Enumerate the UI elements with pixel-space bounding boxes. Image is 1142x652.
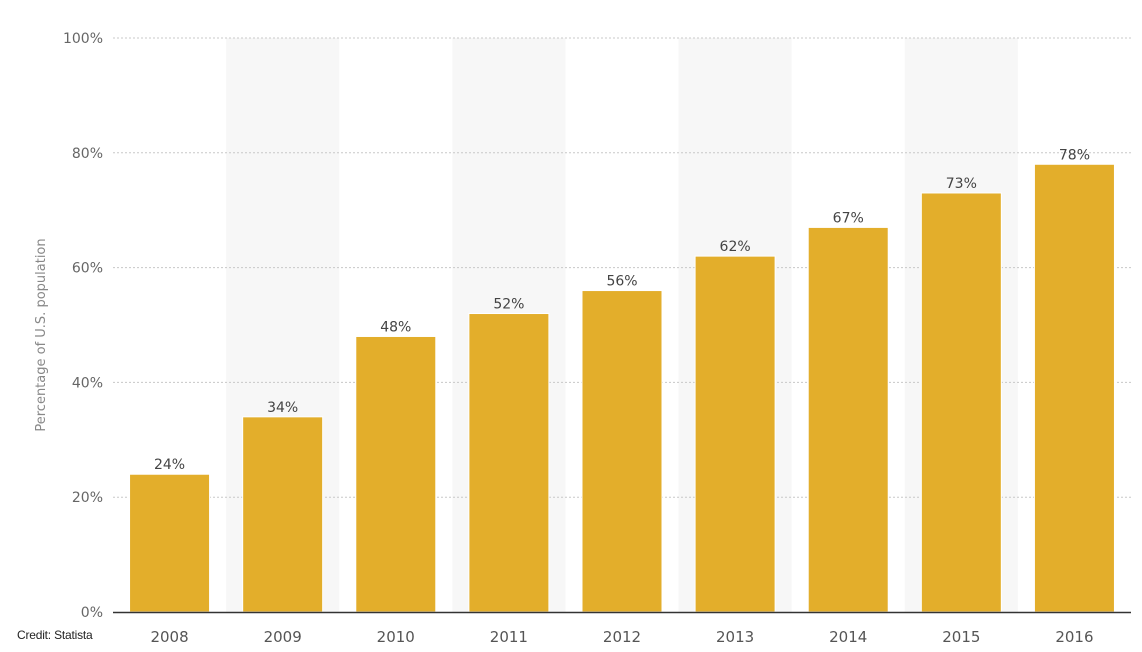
x-tick-label-2009: 2009 (264, 628, 302, 646)
x-tick-label-2012: 2012 (603, 628, 641, 646)
bar-2016 (1033, 163, 1115, 613)
bars (129, 163, 1115, 613)
x-tick-label-2014: 2014 (829, 628, 867, 646)
data-label-2013: 62% (720, 239, 751, 255)
x-tick-label-2011: 2011 (490, 628, 528, 646)
y-tick-label: 80% (72, 146, 103, 162)
x-tick-label-2015: 2015 (942, 628, 980, 646)
data-label-2011: 52% (493, 297, 524, 313)
y-axis-title: Percentage of U.S. population (34, 238, 49, 431)
data-label-2016: 78% (1059, 147, 1090, 163)
y-tick-label: 20% (72, 490, 103, 506)
x-axis-labels: 2008 2009 2010 2011 2012 2013 2014 2015 2016 (150, 628, 1093, 646)
x-tick-label-2013: 2013 (716, 628, 754, 646)
x-tick-label-2016: 2016 (1055, 628, 1093, 646)
bar-2013 (694, 255, 776, 613)
data-label-2014: 67% (833, 210, 864, 226)
bar-2008 (129, 473, 211, 613)
x-tick-label-2008: 2008 (150, 628, 188, 646)
bar-2011 (468, 313, 550, 613)
bar-2009 (242, 416, 324, 613)
data-label-2012: 56% (606, 274, 637, 290)
x-tick-label-2010: 2010 (377, 628, 415, 646)
bar-2010 (355, 335, 437, 613)
y-tick-label: 60% (72, 261, 103, 277)
data-label-2015: 73% (946, 176, 977, 192)
y-axis-ticks: 0% 20% 40% 60% 80% 100% (63, 31, 103, 621)
data-labels: 24% 34% 48% 52% 56% 62% 67% 73% 78% (154, 147, 1090, 473)
data-label-2010: 48% (380, 319, 411, 335)
y-tick-label: 100% (63, 31, 103, 47)
data-label-2009: 34% (267, 400, 298, 416)
bar-2015 (920, 192, 1002, 613)
bar-2014 (807, 226, 889, 613)
credit-text: Credit: Statista (17, 628, 93, 642)
data-label-2008: 24% (154, 457, 185, 473)
bar-2012 (581, 290, 663, 613)
y-tick-label: 40% (72, 375, 103, 391)
y-tick-label: 0% (81, 605, 103, 621)
